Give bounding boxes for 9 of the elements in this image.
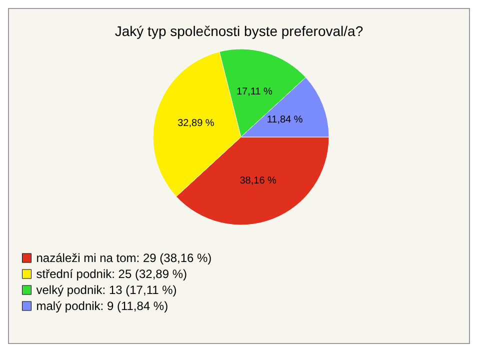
chart-title: Jaký typ společnosti byste preferoval/a? — [114, 23, 364, 39]
legend-label: velký podnik: 13 (17,11 %) — [36, 283, 177, 297]
data-label: 32,89 % — [178, 118, 214, 130]
legend-label: malý podnik: 9 (11,84 %) — [36, 299, 168, 313]
data-label: 38,16 % — [240, 175, 277, 186]
data-label: 17,11 % — [236, 86, 272, 98]
data-label: 11,84 % — [266, 114, 303, 126]
legend-label: nazáleži mi na tom: 29 (38,16 %) — [36, 251, 212, 265]
legend-label: střední podnik: 25 (32,89 %) — [36, 267, 188, 281]
